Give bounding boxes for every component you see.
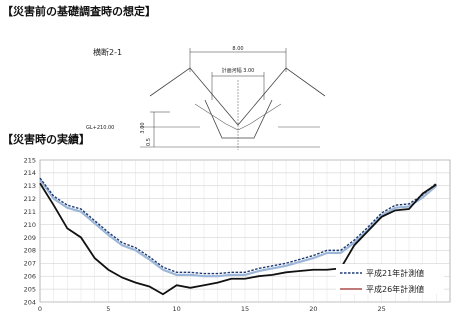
y-tick-label: 215 [24, 156, 36, 164]
series-line-h26 [39, 182, 437, 296]
y-tick-label: 204 [24, 298, 36, 306]
pre-disaster-heading: 【災害前の基礎調査時の想定】 [2, 5, 156, 18]
x-tick-label: 15 [241, 305, 249, 313]
y-tick-label: 207 [24, 260, 36, 268]
y-tick-label: 213 [24, 182, 36, 190]
series-line-h21 [39, 177, 437, 275]
x-tick-label: 0 [38, 305, 42, 313]
y-tick-label: 208 [24, 247, 36, 255]
cross-section-label: 横断2-1 [93, 48, 123, 57]
y-tick-label: 212 [24, 195, 36, 203]
y-tick-label: 205 [24, 285, 36, 293]
legend-label-h26: 平成26年計測値 [366, 284, 424, 294]
y-tick-label: 209 [24, 234, 36, 242]
x-tick-label: 20 [309, 305, 317, 313]
x-tick-label: 5 [106, 305, 110, 313]
y-tick-label: 214 [24, 169, 36, 177]
y-tick-label: 211 [24, 208, 36, 216]
x-tick-label: 25 [378, 305, 386, 313]
actual-heading: 【災害時の実績】 [2, 133, 90, 146]
y-tick-label: 210 [24, 221, 36, 229]
y-tick-label: 206 [24, 272, 36, 280]
legend-label-h21: 平成21年計測値 [366, 268, 424, 278]
x-tick-label: 10 [173, 305, 181, 313]
